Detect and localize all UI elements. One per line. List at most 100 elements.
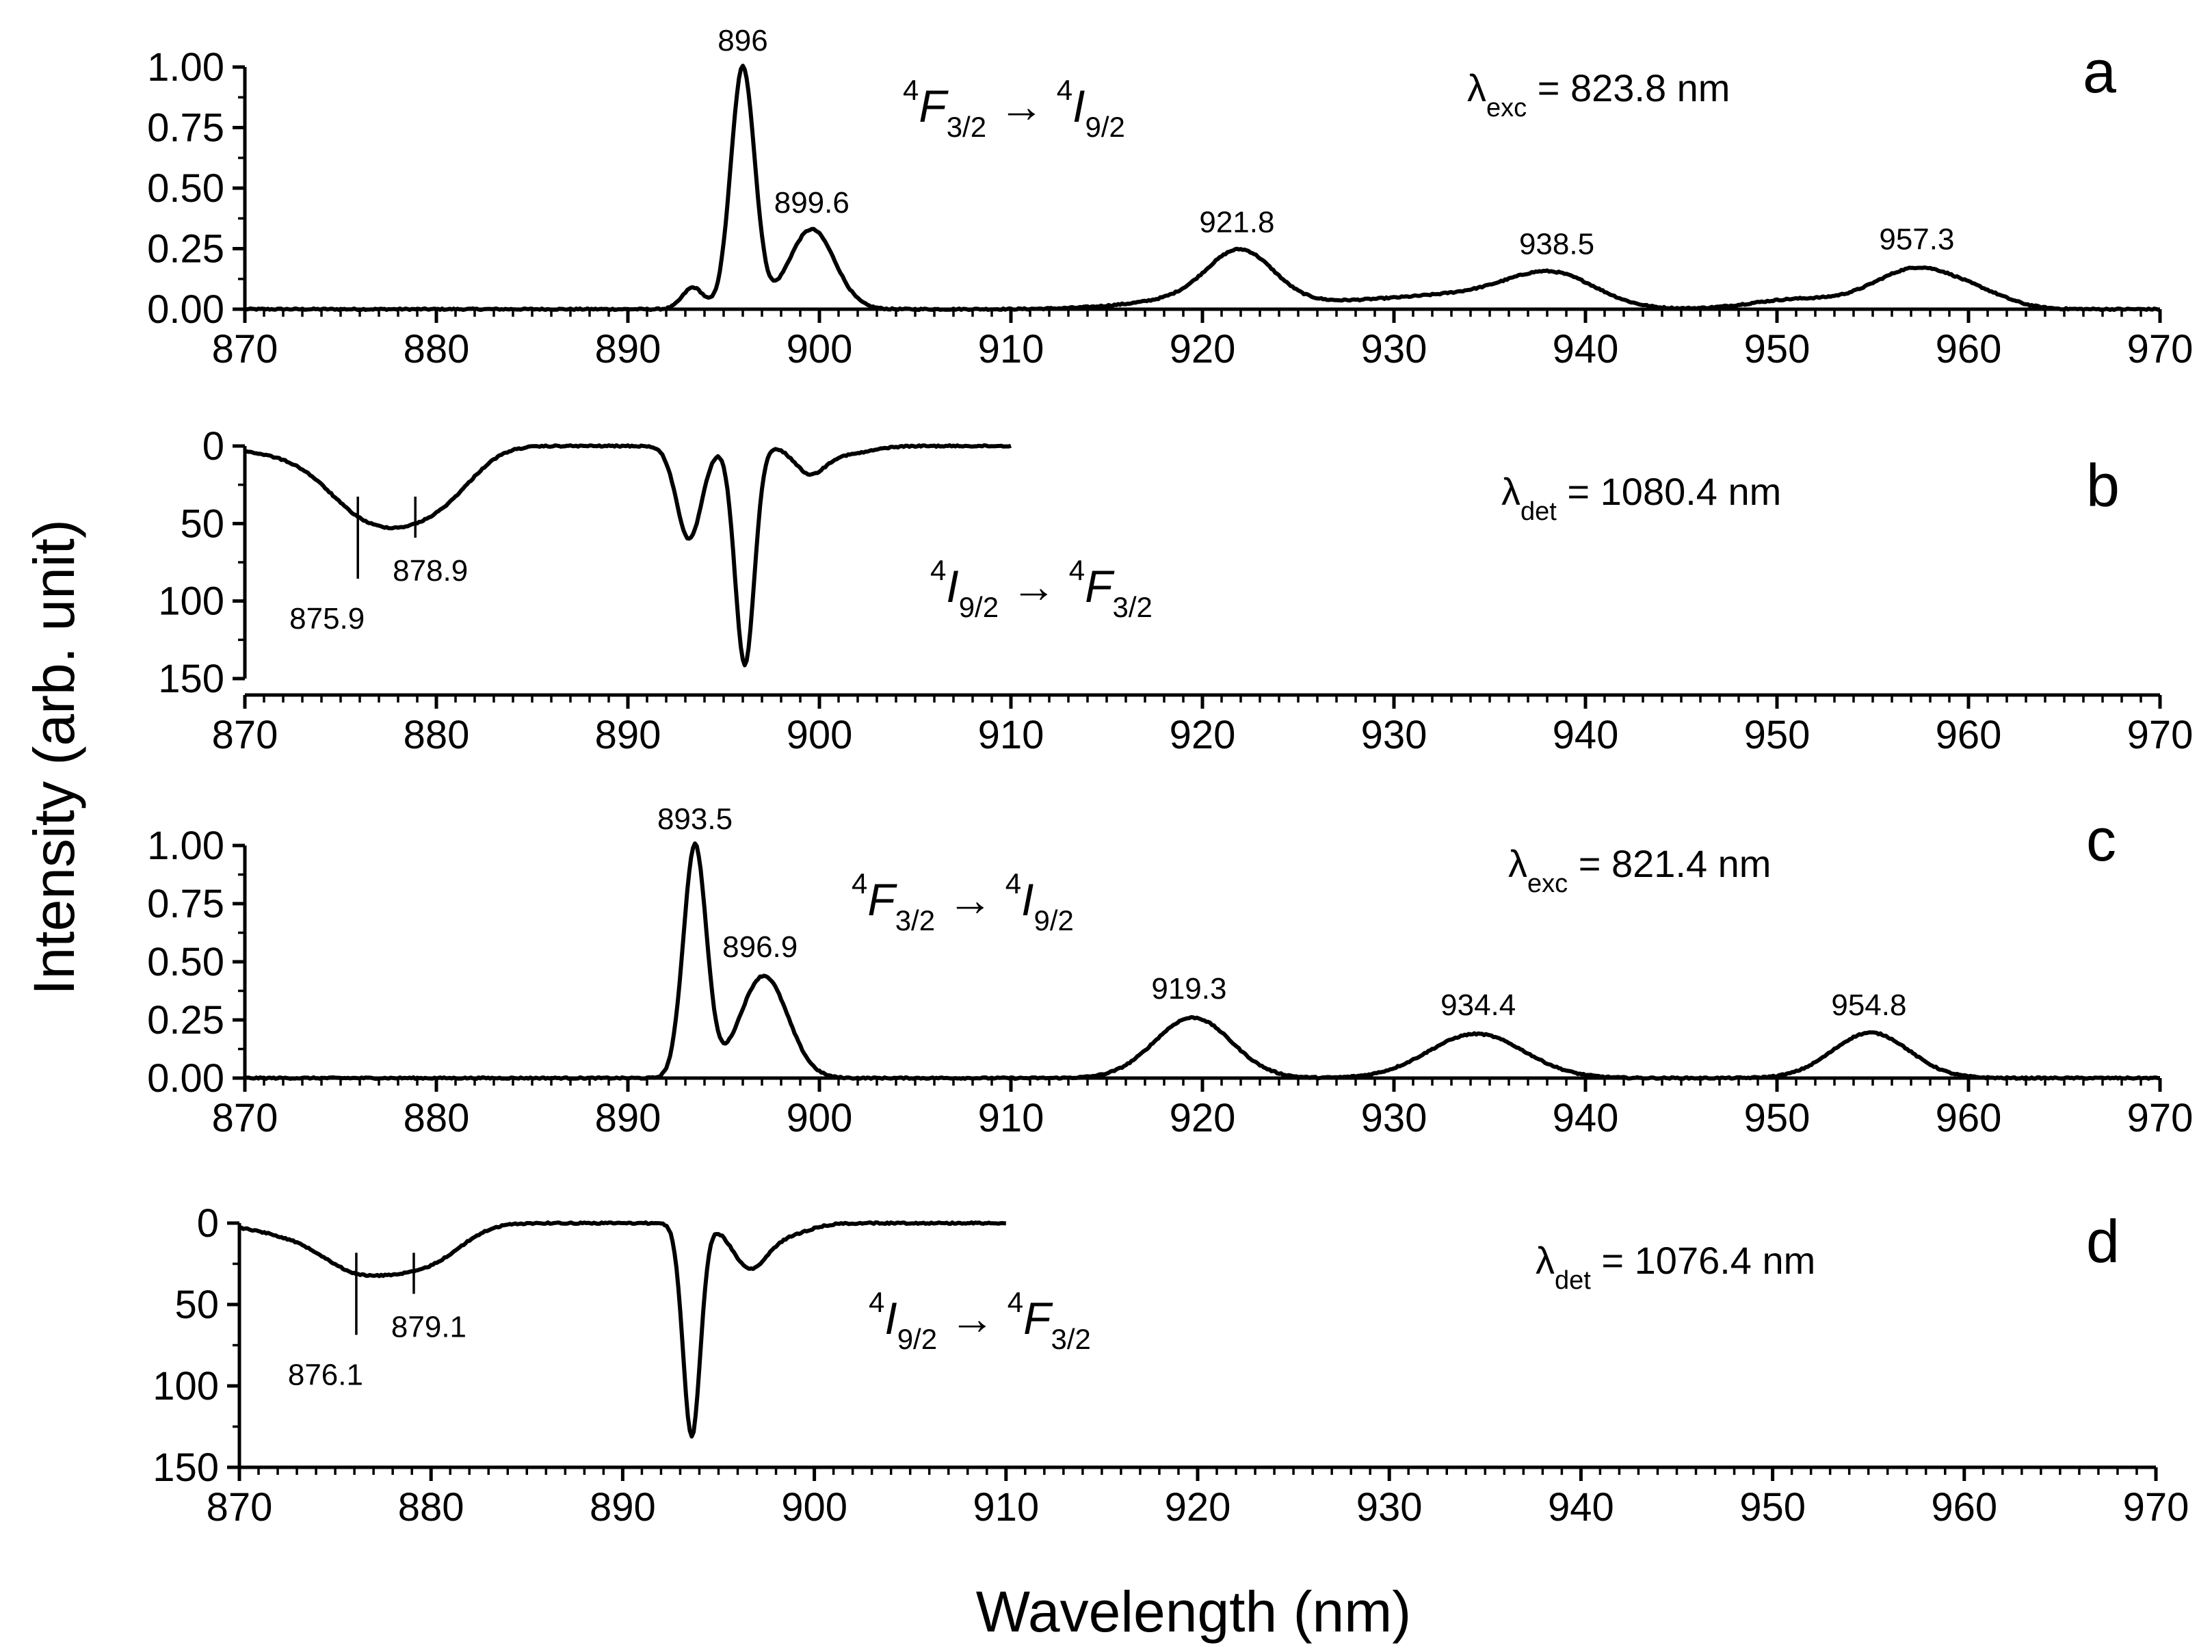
x-tick-label: 950 [1744, 713, 1811, 757]
x-tick-label: 870 [212, 327, 278, 371]
y-tick-label: 0.75 [147, 106, 224, 150]
peak-label: 893.5 [657, 802, 733, 836]
x-tick-label: 910 [978, 1096, 1044, 1140]
panel-c: 870 880 890 900 910 920 930 940 950 960 970 0.00 0.2… [147, 802, 2193, 1140]
x-tick-label: 910 [978, 713, 1044, 757]
lambda-annotation: λdet = 1080.4 nm [1501, 470, 1781, 526]
x-tick-label: 900 [787, 1096, 853, 1140]
x-tick-label: 960 [1936, 1096, 2002, 1140]
x-tick-label: 940 [1553, 327, 1619, 371]
y-tick-label: 100 [153, 1364, 219, 1408]
x-tick-label: 880 [398, 1485, 464, 1530]
x-tick-label: 890 [590, 1485, 656, 1530]
y-tick-label: 100 [158, 579, 224, 624]
y-tick-label: 1.00 [147, 824, 224, 868]
x-tick-label: 950 [1739, 1485, 1806, 1530]
x-tick-label: 930 [1356, 1485, 1423, 1530]
x-tick-label: 930 [1361, 327, 1427, 371]
y-tick-label: 150 [158, 657, 224, 701]
peak-label: 876.1 [288, 1358, 363, 1391]
panel-letter: c [2086, 806, 2116, 874]
x-tick-label: 920 [1165, 1485, 1231, 1530]
peak-label: 879.1 [391, 1310, 466, 1343]
lambda-annotation: λexc = 823.8 nm [1467, 66, 1730, 122]
x-tick-label: 880 [404, 327, 470, 371]
transition-label: 4F3/2 → 4I9/2 [852, 867, 1074, 936]
x-axis-title: Wavelength (nm) [976, 1579, 1411, 1644]
y-tick-label: 50 [174, 1283, 219, 1327]
panel-letter: b [2086, 451, 2120, 519]
y-axis-title: Intensity (arb. unit) [22, 519, 86, 995]
panel-b: 870 880 890 900 910 920 930 940 950 960 970 0 50 100 1… [158, 424, 2193, 757]
transition-label: 4F3/2 → 4I9/2 [903, 74, 1125, 143]
lambda-annotation: λexc = 821.4 nm [1508, 842, 1771, 898]
y-tick-label: 150 [153, 1445, 219, 1490]
x-tick-label: 920 [1170, 327, 1236, 371]
x-tick-label: 960 [1936, 327, 2002, 371]
x-tick-label: 930 [1361, 1096, 1427, 1140]
x-tick-label: 890 [595, 1096, 661, 1140]
y-tick-label: 0.75 [147, 882, 224, 926]
x-tick-label: 950 [1744, 1096, 1811, 1140]
peak-label: 896 [717, 24, 767, 57]
y-tick-label: 0.25 [147, 998, 224, 1043]
x-tick-label: 870 [212, 1096, 278, 1140]
x-tick-label: 940 [1553, 1096, 1619, 1140]
x-tick-label: 970 [2127, 327, 2194, 371]
x-tick-label: 910 [973, 1485, 1039, 1530]
y-tick-label: 0 [202, 424, 224, 469]
x-tick-label: 900 [781, 1485, 847, 1530]
x-tick-label: 880 [404, 1096, 470, 1140]
spectrum-line-a [244, 64, 2161, 313]
x-tick-label: 900 [787, 713, 853, 757]
y-tick-label: 1.00 [147, 45, 224, 90]
y-tick-label: 0.50 [147, 166, 224, 211]
x-tick-label: 900 [787, 327, 853, 371]
transition-label: 4I9/2 → 4F3/2 [869, 1286, 1091, 1355]
x-tick-label: 890 [595, 327, 661, 371]
spectrum-line-d [239, 1220, 1006, 1439]
x-tick-label: 870 [212, 713, 278, 757]
peak-label: 919.3 [1151, 972, 1226, 1006]
transition-label: 4I9/2 → 4F3/2 [930, 554, 1153, 623]
x-tick-label: 970 [2127, 1096, 2194, 1140]
y-tick-label: 0.00 [147, 1056, 224, 1101]
x-tick-label: 930 [1361, 713, 1427, 757]
y-tick-label: 0 [197, 1201, 219, 1246]
x-tick-label: 890 [595, 713, 661, 757]
y-tick-label: 0.25 [147, 227, 224, 272]
x-tick-label: 920 [1170, 713, 1236, 757]
x-tick-label: 970 [2123, 1485, 2189, 1530]
x-tick-label: 920 [1170, 1096, 1236, 1140]
panel-d: 870 880 890 900 910 920 930 940 950 960 970 0 50 100 1… [153, 1201, 2189, 1530]
y-tick-label: 0.50 [147, 940, 224, 984]
panels: 870 880 890 900 910 920 930 940 950 960 970 0.00 0.2… [147, 24, 2193, 1530]
x-tick-label: 970 [2127, 713, 2194, 757]
peak-label: 899.6 [774, 186, 850, 220]
peak-label: 896.9 [722, 930, 798, 964]
peak-label: 938.5 [1519, 227, 1594, 261]
panel-letter: a [2083, 38, 2116, 105]
peak-label: 954.8 [1831, 988, 1906, 1022]
x-tick-label: 880 [404, 713, 470, 757]
peak-label: 934.4 [1440, 988, 1516, 1022]
x-tick-label: 940 [1548, 1485, 1614, 1530]
x-tick-label: 960 [1936, 713, 2002, 757]
peak-label: 957.3 [1879, 222, 1954, 256]
spectrum-line-c [244, 841, 2161, 1081]
x-tick-label: 870 [207, 1485, 273, 1530]
x-tick-label: 940 [1553, 713, 1619, 757]
panel-letter: d [2086, 1207, 2120, 1275]
panel-a: 870 880 890 900 910 920 930 940 950 960 970 0.00 0.2… [147, 24, 2193, 371]
y-tick-label: 50 [180, 501, 224, 546]
y-tick-label: 0.00 [147, 287, 224, 332]
lambda-annotation: λdet = 1076.4 nm [1536, 1239, 1815, 1295]
spectrum-line-b [244, 443, 1012, 668]
peak-label: 875.9 [289, 602, 365, 635]
x-tick-label: 960 [1931, 1485, 1997, 1530]
peak-label: 878.9 [393, 554, 468, 588]
x-tick-label: 950 [1744, 327, 1811, 371]
peak-label: 921.8 [1199, 206, 1274, 239]
x-tick-label: 910 [978, 327, 1044, 371]
